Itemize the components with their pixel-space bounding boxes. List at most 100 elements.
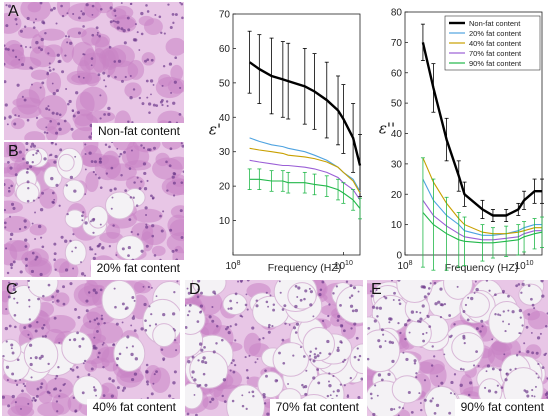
fat-cell bbox=[101, 280, 137, 321]
nucleus bbox=[25, 171, 29, 174]
nucleus bbox=[90, 64, 93, 67]
nucleus bbox=[239, 314, 243, 318]
nucleus bbox=[148, 324, 152, 327]
nucleus bbox=[172, 181, 176, 185]
nucleus bbox=[197, 288, 200, 291]
tissue-lobule bbox=[79, 86, 108, 112]
nucleus bbox=[133, 372, 138, 376]
nucleus bbox=[102, 342, 105, 344]
x-tick-label: 108 bbox=[397, 260, 412, 272]
nucleus bbox=[154, 323, 158, 326]
fat-cell bbox=[113, 335, 146, 372]
nucleus bbox=[531, 394, 534, 397]
nucleus bbox=[73, 189, 77, 193]
x-tick-label: 1010 bbox=[515, 260, 534, 272]
nucleus bbox=[99, 223, 102, 226]
nucleus bbox=[87, 373, 91, 376]
nucleus bbox=[14, 17, 18, 21]
nucleus bbox=[24, 238, 28, 242]
nucleus bbox=[221, 394, 224, 398]
nucleus bbox=[525, 390, 529, 394]
nucleus bbox=[531, 351, 535, 355]
nucleus bbox=[211, 397, 215, 401]
nucleus bbox=[53, 258, 56, 262]
nucleus bbox=[39, 208, 44, 212]
histology-image-c bbox=[2, 280, 180, 416]
nucleus bbox=[388, 321, 391, 324]
nucleus bbox=[151, 197, 155, 200]
nucleus bbox=[349, 376, 352, 380]
nucleus bbox=[309, 303, 313, 307]
nucleus bbox=[100, 314, 103, 317]
nucleus bbox=[211, 319, 215, 323]
nucleus bbox=[82, 53, 85, 56]
fat-cell bbox=[488, 300, 526, 344]
nucleus bbox=[146, 396, 149, 400]
tissue-lobule bbox=[167, 78, 184, 94]
nucleus bbox=[245, 369, 249, 372]
nucleus bbox=[175, 248, 178, 252]
nucleus bbox=[19, 378, 22, 381]
nucleus bbox=[2, 354, 5, 358]
nucleus bbox=[10, 184, 13, 188]
tissue-lobule bbox=[151, 245, 166, 257]
series-40-fat-content bbox=[422, 157, 542, 235]
nucleus bbox=[44, 31, 47, 35]
nucleus bbox=[72, 13, 75, 16]
nucleus bbox=[155, 370, 158, 374]
nucleus bbox=[166, 104, 169, 107]
nucleus bbox=[173, 338, 177, 342]
nucleus bbox=[138, 187, 142, 190]
nucleus bbox=[353, 322, 357, 326]
nucleus bbox=[191, 376, 194, 379]
nucleus bbox=[140, 327, 144, 331]
series-line bbox=[248, 61, 362, 166]
nucleus bbox=[181, 144, 184, 148]
nucleus bbox=[65, 184, 69, 187]
nucleus bbox=[176, 280, 179, 283]
nucleus bbox=[67, 102, 70, 106]
nucleus bbox=[56, 299, 59, 302]
nucleus bbox=[539, 332, 542, 335]
nucleus bbox=[43, 157, 47, 161]
nucleus bbox=[339, 383, 342, 386]
nucleus bbox=[27, 333, 30, 336]
nucleus bbox=[354, 308, 359, 313]
nucleus bbox=[391, 341, 395, 345]
fat-cell bbox=[43, 165, 63, 189]
nucleus bbox=[125, 346, 128, 349]
tissue-lobule bbox=[106, 8, 127, 20]
nucleus bbox=[172, 101, 176, 105]
nucleus bbox=[115, 254, 118, 257]
nucleus bbox=[108, 45, 112, 49]
panel-letter-b: B bbox=[8, 143, 19, 160]
nucleus bbox=[246, 280, 250, 282]
nucleus bbox=[329, 394, 332, 397]
nucleus bbox=[8, 115, 12, 119]
nucleus bbox=[56, 53, 60, 57]
nucleus bbox=[546, 312, 548, 315]
nucleus bbox=[507, 294, 510, 298]
nucleus bbox=[66, 41, 69, 44]
nucleus bbox=[2, 395, 6, 399]
nucleus bbox=[373, 319, 377, 323]
nucleus bbox=[531, 303, 535, 307]
nucleus bbox=[101, 246, 105, 250]
nucleus bbox=[545, 391, 548, 395]
nucleus bbox=[52, 6, 56, 10]
y-tick-label: 30 bbox=[219, 147, 231, 158]
nucleus bbox=[120, 79, 124, 83]
nucleus bbox=[170, 91, 173, 94]
nucleus bbox=[97, 356, 100, 359]
nucleus bbox=[110, 394, 114, 398]
nucleus bbox=[188, 310, 191, 313]
nucleus bbox=[9, 232, 14, 237]
nucleus bbox=[32, 153, 35, 156]
series-70-fat-content bbox=[249, 159, 361, 201]
nucleus bbox=[221, 338, 224, 342]
nucleus bbox=[535, 372, 538, 375]
nucleus bbox=[78, 345, 82, 348]
nucleus bbox=[122, 28, 126, 33]
nucleus bbox=[55, 22, 58, 25]
nucleus bbox=[98, 34, 101, 38]
